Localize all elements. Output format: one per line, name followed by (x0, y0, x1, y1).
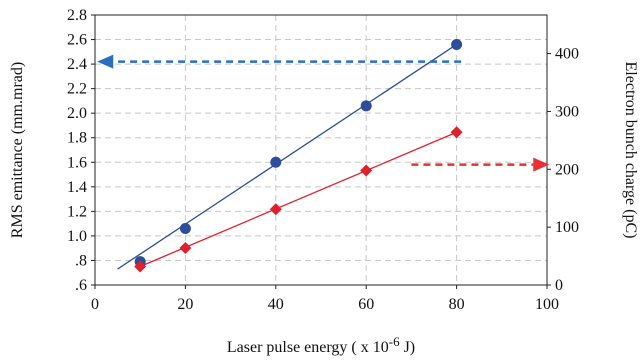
data-point-diamond (360, 164, 373, 177)
trend-line-left (117, 43, 457, 270)
x-tick-label: 60 (358, 296, 374, 313)
data-point-diamond (134, 260, 147, 273)
plot-frame (94, 14, 548, 286)
left-y-axis-title: RMS emittance (mm.mrad) (9, 62, 26, 238)
tick-labels: 0 20 40 60 80 100 .6 .8 1.0 1.2 1.4 1.6 1.8 2.0 2.2 2.4… (67, 7, 579, 313)
y-left-tick-label: 2.4 (67, 56, 87, 73)
y-right-tick-label: 0 (555, 277, 563, 294)
y-right-tick-label: 200 (555, 161, 579, 178)
y-left-tick-label: 1.8 (67, 130, 87, 147)
right-y-axis-title: Electron bunch charge (pC) (622, 62, 639, 239)
x-axis-title: Laser pulse energy ( x 10-6 J) (227, 334, 415, 356)
arrow-head-left (97, 54, 114, 69)
y-left-tick-label: 2.8 (67, 7, 87, 24)
data-point-circle (270, 156, 282, 168)
data-point-diamond (179, 241, 192, 254)
trend-line-right (139, 131, 457, 268)
y-left-tick-label: 2.2 (67, 81, 87, 98)
x-axis-title-exponent: -6 (389, 334, 400, 349)
data-point-diamond (269, 203, 282, 216)
y-right-tick-label: 300 (555, 103, 579, 120)
x-tick-label: 100 (535, 296, 559, 313)
y-left-tick-label: 2.6 (67, 32, 87, 49)
x-tick-label: 40 (268, 296, 284, 313)
y-left-tick-label: .6 (75, 277, 87, 294)
y-left-tick-label: 1.6 (67, 154, 87, 171)
y-left-tick-label: 1.0 (67, 228, 87, 245)
x-tick-label: 0 (91, 296, 99, 313)
x-axis-title-unit: J) (400, 339, 416, 356)
y-left-tick-label: .8 (75, 252, 87, 269)
grid-lines (95, 15, 547, 285)
y-right-tick-label: 400 (555, 46, 579, 63)
y-right-tick-label: 100 (555, 219, 579, 236)
trend-lines (117, 43, 457, 270)
data-point-circle (451, 38, 463, 50)
x-tick-label: 20 (177, 296, 193, 313)
data-point-diamond (450, 126, 463, 139)
y-left-tick-label: 2.0 (67, 105, 87, 122)
data-point-circle (360, 100, 372, 112)
y-left-tick-label: 1.4 (67, 179, 87, 196)
y-left-tick-label: 1.2 (67, 203, 87, 220)
data-point-circle (179, 223, 191, 235)
x-axis-title-main: Laser pulse energy ( x 10 (227, 339, 389, 356)
data-markers (134, 38, 463, 273)
arrow-head-right (533, 157, 550, 172)
axis-arrows (97, 54, 550, 172)
x-tick-label: 80 (449, 296, 465, 313)
